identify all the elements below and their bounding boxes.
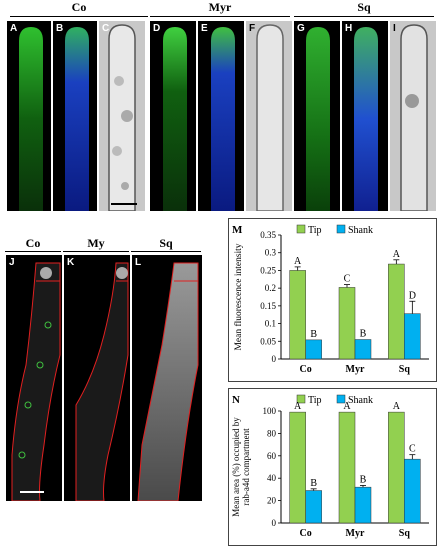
group-header-bottom-co: Co	[25, 236, 41, 250]
y-tick-label: 0.15	[260, 301, 276, 311]
panel-label-k: K	[67, 257, 75, 268]
bar-shank	[305, 339, 322, 360]
significance-letter: A	[294, 256, 302, 267]
group-header-co: Co	[71, 0, 87, 14]
group-underline-bottom-my	[63, 251, 129, 252]
chart-panel-label: M	[232, 224, 243, 236]
bar-shank	[404, 313, 421, 360]
micrograph-h-merge: H	[342, 21, 388, 211]
significance-letter: A	[393, 249, 401, 260]
panel-label-b: B	[56, 23, 64, 34]
group-header-myr: Myr	[208, 0, 232, 14]
micrograph-a-gfp: A	[7, 21, 51, 211]
bar-tip	[388, 263, 405, 360]
chart-n-svg: N Tip Shank 0 20 40 60 80 100 Mean area (%) occup…	[231, 394, 429, 539]
legend-swatch-0	[296, 394, 306, 404]
bar-tip	[289, 411, 306, 524]
micrograph-b-merge: B	[53, 21, 97, 211]
y-axis-label: Mean fluorescence intensity	[233, 243, 244, 350]
y-tick-label: 0	[272, 518, 277, 528]
group-underline-sq	[294, 16, 434, 17]
significance-letter: C	[344, 274, 351, 285]
panel-label-l: L	[135, 257, 142, 268]
panel-label-a: A	[10, 23, 18, 34]
bar-tip	[338, 411, 356, 524]
x-tick-label: Co	[300, 364, 312, 375]
panel-label-j: J	[9, 257, 15, 268]
legend-swatch-1	[336, 224, 346, 234]
y-tick-label: 40	[267, 473, 277, 483]
group-header-bottom-sq: Sq	[159, 236, 173, 250]
x-tick-label: Co	[300, 528, 312, 539]
panel-label-d: D	[153, 23, 161, 34]
significance-letter: A	[343, 401, 351, 412]
y-tick-label: 80	[267, 428, 277, 438]
legend-label-0: Tip	[308, 395, 322, 406]
chart-m: M Tip Shank 0 0.05 0.1 0.15 0.2 0.25 0.3 0.35 Mean …	[228, 218, 437, 382]
y-axis-label-line2: rab-a4d compartment	[241, 428, 251, 506]
bar-shank	[354, 339, 372, 360]
chart-m-svg: M Tip Shank 0 0.05 0.1 0.15 0.2 0.25 0.3 0.35 Mean …	[232, 224, 429, 375]
significance-letter: C	[409, 444, 416, 455]
panel-label-c: C	[102, 23, 110, 34]
y-tick-label: 20	[267, 496, 277, 506]
legend-label-1: Shank	[348, 395, 373, 406]
bar-tip	[388, 411, 405, 524]
bar-shank	[305, 490, 322, 524]
group-underline-bottom-co	[5, 251, 61, 252]
micrograph-e-merge: E	[198, 21, 244, 211]
scale-bar-bottom	[20, 491, 44, 493]
chart-n: N Tip Shank 0 20 40 60 80 100 Mean area (%) occup…	[228, 388, 437, 546]
micrograph-d-gfp: D	[150, 21, 196, 211]
micrograph-j: J	[6, 255, 62, 501]
legend-swatch-1	[336, 394, 346, 404]
significance-letter: B	[360, 329, 367, 340]
y-tick-label: 0	[272, 354, 277, 364]
bar-shank	[404, 458, 421, 524]
bar-tip	[289, 270, 306, 360]
bar-tip	[338, 287, 356, 360]
group-underline-bottom-sq	[131, 251, 201, 252]
y-tick-label: 0.1	[265, 319, 276, 329]
significance-letter: B	[360, 474, 367, 485]
panel-label-e: E	[201, 23, 208, 34]
group-header-bottom-my: My	[87, 236, 105, 250]
y-tick-label: 0.05	[260, 336, 276, 346]
legend-label-0: Tip	[308, 225, 322, 236]
significance-letter: B	[310, 478, 317, 489]
significance-letter: D	[409, 290, 416, 301]
group-underline-co	[10, 16, 148, 17]
y-tick-label: 0.3	[265, 248, 277, 258]
group-header-sq: Sq	[357, 0, 371, 14]
panel-label-g: G	[297, 23, 305, 34]
y-tick-label: 60	[267, 451, 277, 461]
panel-label-h: H	[345, 23, 353, 34]
micrograph-c-brightfield: C	[99, 21, 145, 211]
x-tick-label: Myr	[346, 528, 365, 539]
legend-label-1: Shank	[348, 225, 373, 236]
y-tick-label: 100	[263, 406, 277, 416]
micrograph-f-brightfield: F	[246, 21, 292, 211]
bar-shank	[354, 486, 372, 524]
y-tick-label: 0.2	[265, 283, 276, 293]
significance-letter: B	[310, 329, 317, 340]
scale-bar	[111, 203, 137, 205]
micrograph-l: L	[132, 255, 202, 501]
panel-label-f: F	[249, 23, 256, 34]
significance-letter: A	[294, 401, 302, 412]
chart-panel-label: N	[232, 394, 240, 406]
x-tick-label: Myr	[346, 364, 365, 375]
micrograph-k: K	[64, 255, 130, 501]
significance-letter: A	[393, 401, 401, 412]
x-tick-label: Sq	[399, 364, 411, 375]
micrograph-i-brightfield: I	[390, 21, 436, 211]
x-tick-label: Sq	[399, 528, 411, 539]
panel-label-i: I	[393, 23, 396, 34]
legend-swatch-0	[296, 224, 306, 234]
y-tick-label: 0.25	[260, 265, 276, 275]
y-axis-label-line1: Mean area (%) occupied by	[231, 417, 241, 517]
micrograph-g-gfp: G	[294, 21, 340, 211]
y-tick-label: 0.35	[260, 230, 276, 240]
group-underline-myr	[150, 16, 290, 17]
